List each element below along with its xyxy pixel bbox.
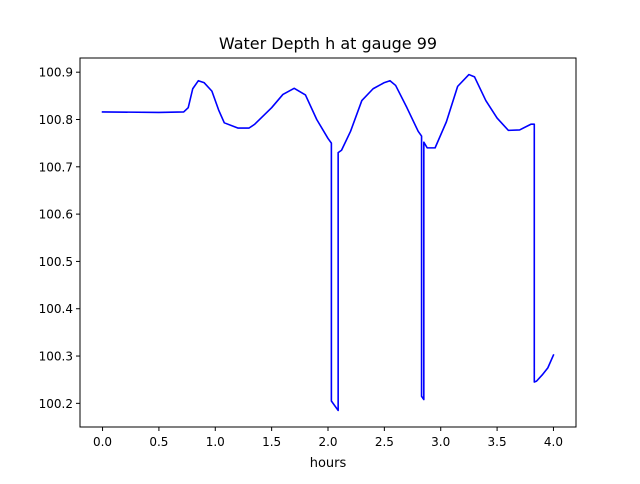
y-tick-label: 100.9 — [39, 66, 73, 80]
x-tick-label: 1.0 — [206, 435, 225, 449]
x-tick-label: 3.5 — [488, 435, 507, 449]
chart-title: Water Depth h at gauge 99 — [219, 34, 437, 53]
x-axis-label: hours — [310, 456, 347, 471]
x-tick-label: 0.5 — [149, 435, 168, 449]
y-tick-label: 100.2 — [39, 397, 73, 411]
x-tick-label: 3.0 — [431, 435, 450, 449]
y-tick-label: 100.7 — [39, 160, 73, 174]
x-tick-label: 1.5 — [262, 435, 281, 449]
y-tick-label: 100.8 — [39, 113, 73, 127]
x-tick-label: 4.0 — [544, 435, 563, 449]
y-tick-label: 100.4 — [39, 302, 73, 316]
axes: 0.0 0.5 1.0 1.5 2.0 2.5 3.0 3.5 4.0 100.2 100.3 100… — [39, 57, 577, 449]
x-tick-label: 0.0 — [93, 435, 112, 449]
y-tick-label: 100.3 — [39, 350, 73, 364]
y-tick-label: 100.6 — [39, 208, 73, 222]
y-tick-label: 100.5 — [39, 255, 73, 269]
x-tick-label: 2.5 — [375, 435, 394, 449]
x-tick-label: 2.0 — [318, 435, 337, 449]
plot-area — [101, 73, 555, 412]
data-series-line-1 — [101, 73, 555, 412]
